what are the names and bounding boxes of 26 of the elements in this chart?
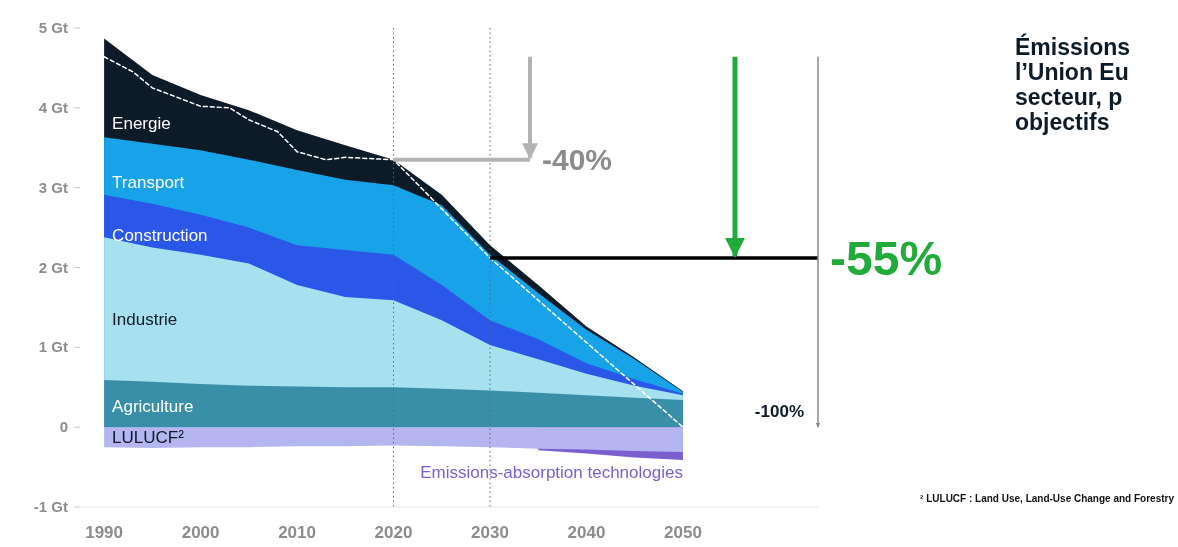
- series-label: LULUCF²: [112, 428, 185, 448]
- y-tick-label: 0: [59, 418, 68, 436]
- annotation: -100%: [754, 402, 804, 422]
- y-tick-label: -1 Gt: [33, 498, 68, 515]
- annotation: -40%: [542, 143, 613, 177]
- x-tick-label: 2040: [567, 523, 606, 542]
- x-tick-label: 2000: [181, 523, 220, 542]
- annotation: -55%: [830, 231, 943, 285]
- y-tick-label: 2 Gt: [38, 258, 68, 276]
- text: ² LULUCF : Land Use, Land-Use Change and Forestry: [920, 493, 1175, 504]
- x-tick-label: 2010: [278, 523, 316, 542]
- x-tick-label: 1990: [85, 523, 124, 542]
- series-label: Industrie: [112, 310, 178, 330]
- x-tick-label: 2020: [374, 523, 413, 542]
- x-tick-label: 2050: [664, 523, 702, 542]
- y-tick-label: 1 Gt: [38, 338, 68, 356]
- y-tick-label: 4 Gt: [38, 98, 68, 116]
- series-label: Transport: [112, 173, 185, 193]
- y-tick-label: 3 Gt: [38, 178, 68, 196]
- x-tick-label: 2030: [471, 523, 509, 542]
- series-label: Construction: [112, 225, 208, 245]
- series-label: Emissions-absorption technologies: [420, 462, 683, 482]
- series-label: Agriculture: [112, 396, 194, 416]
- series-label: Energie: [112, 113, 171, 133]
- y-tick-label: 5 Gt: [38, 19, 68, 36]
- text: Émissions l’Union Eu secteur, p objectifs: [1015, 33, 1131, 135]
